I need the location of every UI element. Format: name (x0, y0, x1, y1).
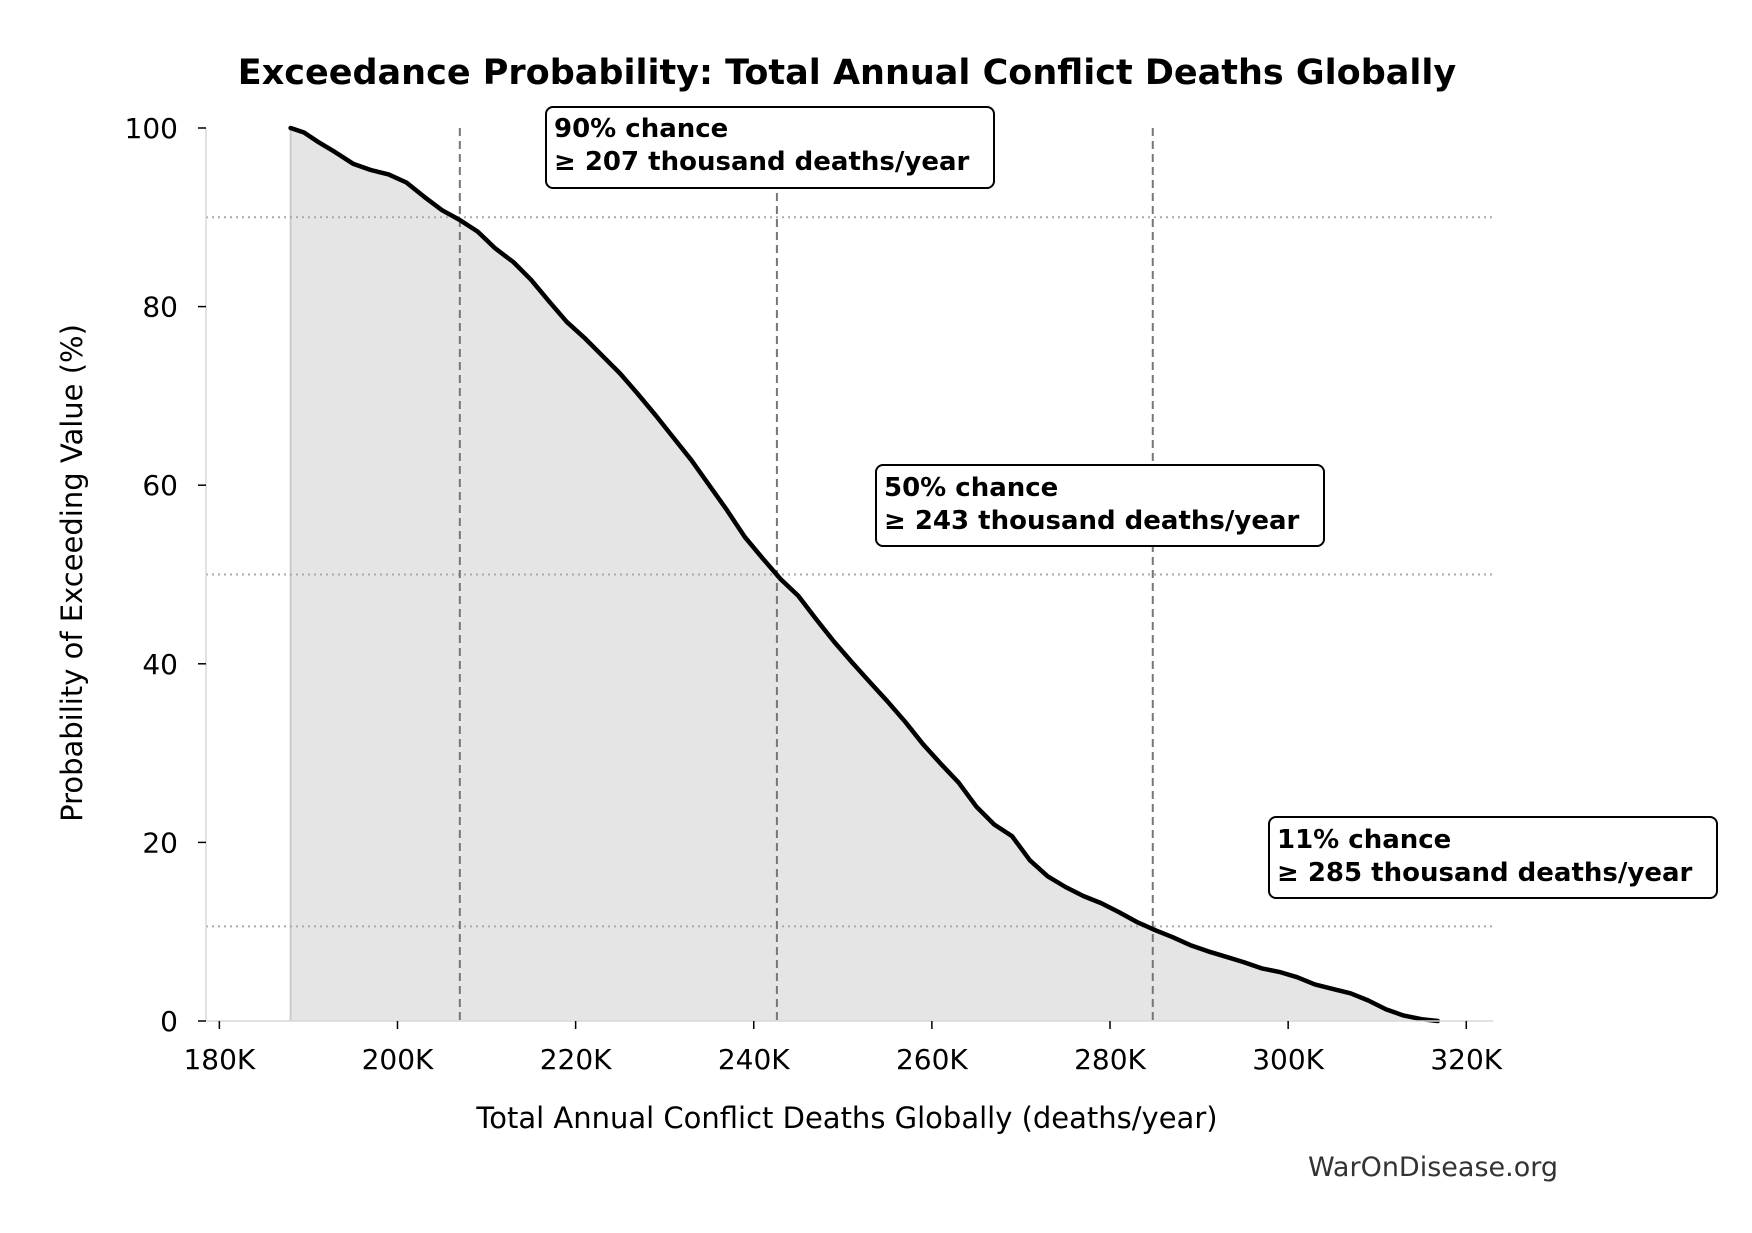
x-tick-label: 260K (896, 1043, 968, 1076)
watermark: WarOnDisease.org (1308, 1152, 1558, 1183)
y-tick-label: 100 (125, 112, 178, 145)
annotation-box-50: 50% chance ≥ 243 thousand deaths/year (875, 464, 1325, 547)
x-tick-label: 300K (1252, 1043, 1324, 1076)
annotation-50-line1: 50% chance (884, 473, 1058, 503)
annotations: 90% chance ≥ 207 thousand deaths/year 50… (545, 106, 1718, 899)
reference-horizontal-lines (206, 216, 1493, 928)
annotation-box-11: 11% chance ≥ 285 thousand deaths/year (1268, 816, 1718, 899)
annotation-50-frame (875, 464, 1325, 547)
annotation-90-line1: 90% chance (554, 114, 728, 144)
y-tick-label: 40 (142, 648, 178, 681)
x-axis-label: Total Annual Conflict Deaths Globally (d… (475, 1101, 1217, 1135)
y-tick-label: 20 (142, 826, 178, 859)
x-axis-ticks: 180K 200K 220K 240K 260K 280K 300K 320K (183, 1021, 1503, 1076)
x-tick-label: 240K (718, 1043, 790, 1076)
plot-area (206, 125, 1493, 1024)
chart-title: Exceedance Probability: Total Annual Con… (238, 53, 1457, 93)
annotation-11-line1: 11% chance (1277, 825, 1451, 855)
annotation-90-frame (545, 106, 995, 189)
annotation-box-90: 90% chance ≥ 207 thousand deaths/year (545, 106, 995, 189)
annotation-11-line2: ≥ 285 thousand deaths/year (1277, 858, 1692, 888)
annotation-11-frame (1268, 816, 1718, 899)
exceedance-area-fill (290, 128, 1438, 1021)
exceedance-curve (288, 125, 1441, 1024)
x-tick-label: 200K (362, 1043, 434, 1076)
y-axis-label: Probability of Exceeding Value (%) (55, 324, 89, 822)
annotation-50-line2: ≥ 243 thousand deaths/year (884, 506, 1299, 536)
y-tick-label: 0 (160, 1005, 178, 1038)
x-tick-label: 180K (183, 1043, 255, 1076)
axes: 180K 200K 220K 240K 260K 280K 300K 320K 0 20 40 60… (125, 112, 1503, 1076)
y-tick-label: 60 (142, 469, 178, 502)
x-tick-label: 280K (1074, 1043, 1146, 1076)
y-tick-label: 80 (142, 291, 178, 324)
x-tick-label: 320K (1430, 1043, 1502, 1076)
x-tick-label: 220K (540, 1043, 612, 1076)
y-axis-ticks: 0 20 40 60 80 100 (125, 112, 206, 1038)
annotation-90-line2: ≥ 207 thousand deaths/year (554, 147, 969, 177)
